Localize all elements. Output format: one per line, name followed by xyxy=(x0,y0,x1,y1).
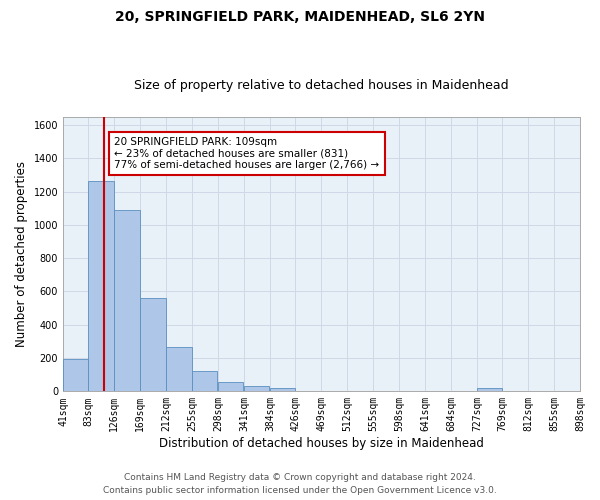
Bar xyxy=(63,359,88,392)
Bar xyxy=(244,386,269,392)
Bar xyxy=(192,372,217,392)
Bar xyxy=(218,382,244,392)
Bar xyxy=(115,210,140,392)
Text: 20, SPRINGFIELD PARK, MAIDENHEAD, SL6 2YN: 20, SPRINGFIELD PARK, MAIDENHEAD, SL6 2Y… xyxy=(115,10,485,24)
Bar xyxy=(270,388,295,392)
Y-axis label: Number of detached properties: Number of detached properties xyxy=(15,161,28,347)
Text: 20 SPRINGFIELD PARK: 109sqm
← 23% of detached houses are smaller (831)
77% of se: 20 SPRINGFIELD PARK: 109sqm ← 23% of det… xyxy=(115,136,379,170)
Bar xyxy=(554,390,580,392)
Bar xyxy=(295,390,320,392)
Bar xyxy=(347,390,373,392)
Bar xyxy=(321,390,347,392)
Bar xyxy=(140,298,166,392)
Bar xyxy=(373,390,398,392)
Bar xyxy=(166,347,191,392)
Bar xyxy=(477,388,502,392)
Text: Contains HM Land Registry data © Crown copyright and database right 2024.
Contai: Contains HM Land Registry data © Crown c… xyxy=(103,474,497,495)
X-axis label: Distribution of detached houses by size in Maidenhead: Distribution of detached houses by size … xyxy=(159,437,484,450)
Title: Size of property relative to detached houses in Maidenhead: Size of property relative to detached ho… xyxy=(134,79,509,92)
Bar xyxy=(88,181,114,392)
